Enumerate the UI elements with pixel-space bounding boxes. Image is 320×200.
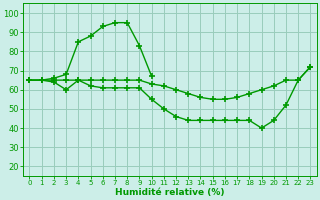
X-axis label: Humidité relative (%): Humidité relative (%) <box>115 188 225 197</box>
